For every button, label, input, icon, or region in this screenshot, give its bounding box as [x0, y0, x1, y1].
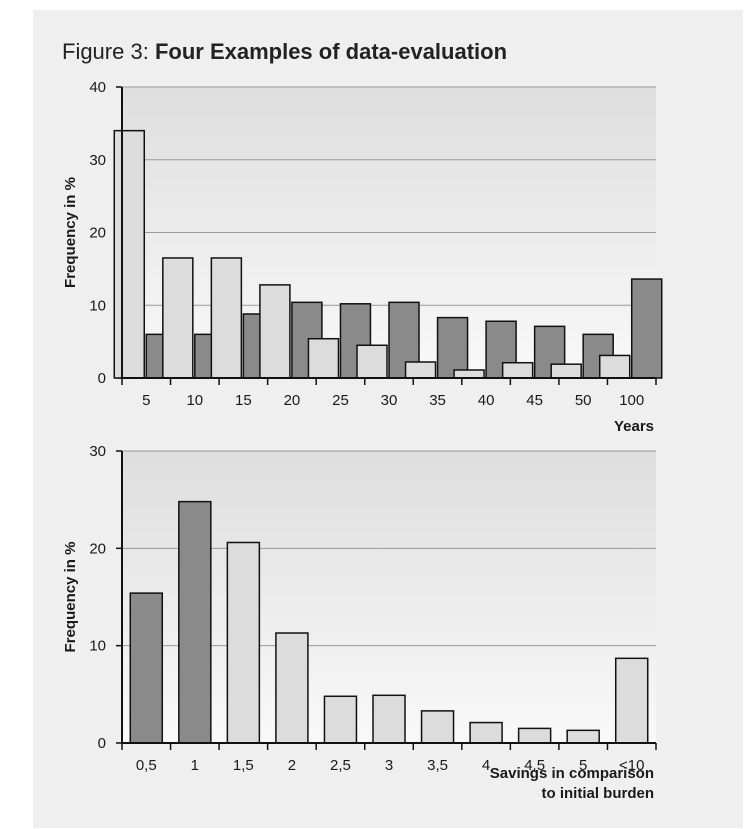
chart-1-x-tick-label: 10: [186, 392, 203, 409]
chart-1-x-tick-label: 40: [478, 392, 495, 409]
chart-1-x-tick-label: 20: [284, 392, 301, 409]
chart-2-x-tick-label: 5: [579, 757, 587, 774]
chart-2-bar-2: [275, 632, 309, 744]
chart-1-y-tick-label: 20: [89, 225, 106, 242]
chart-2-bar-3,5: [420, 710, 455, 744]
chart-2-y-axis-label: Frequency in %: [62, 542, 79, 653]
chart-1-bar-35-series-1: [404, 361, 437, 379]
chart-1-bar-15-series-1: [210, 257, 243, 379]
chart-2-bar-1: [178, 500, 212, 744]
chart-2-bar-3: [372, 694, 406, 744]
chart-2-x-tick-label: 0,5: [136, 757, 157, 774]
chart-1-bar-45-series-1: [501, 361, 534, 379]
chart-1-y-tick-label: 10: [89, 297, 106, 314]
chart-2-y-tick-label: 30: [89, 443, 106, 460]
chart-1-x-tick-label: 15: [235, 392, 252, 409]
chart-2-x-tick-label: 2,5: [330, 757, 351, 774]
chart-1-x-tick-label: 25: [332, 392, 349, 409]
chart-2-bar-4,5: [517, 727, 552, 744]
chart-1-x-tick-label: 35: [429, 392, 446, 409]
chart-1-y-tick-label: 40: [89, 79, 106, 96]
chart-2-bar-4: [469, 721, 503, 744]
chart-2-x-tick-label: 1,5: [233, 757, 254, 774]
chart-2-bar-1,5: [226, 541, 261, 744]
chart-2-x-tick-label: 4: [482, 757, 490, 774]
figure-title-text: Four Examples of data-evaluation: [154, 39, 508, 64]
chart-1-bar-5-series-1: [113, 129, 146, 379]
chart-1-bar-40-series-1: [453, 369, 485, 379]
chart-1-bar-100-series-2: [630, 278, 663, 379]
chart-2-bar-0,5: [129, 592, 164, 744]
chart-2-y-tick-label: 10: [89, 638, 106, 655]
chart-1-y-tick-label: 0: [98, 370, 106, 387]
chart-1-bar-20-series-1: [259, 284, 291, 379]
chart-2-x-tick-label: 3: [385, 757, 393, 774]
chart-2-y-tick-label: 20: [89, 540, 106, 557]
chart-1-x-tick-label: 30: [381, 392, 398, 409]
figure-title: Figure 3: Four Examples of data-evaluati…: [62, 39, 507, 65]
chart-1-bar-30-series-1: [356, 344, 388, 379]
chart-2-x-axis-label-line-1: Savings in comparison: [490, 765, 654, 782]
chart-1-bar-25-series-1: [307, 337, 340, 379]
chart-2-x-axis-label-line-2: to initial burden: [542, 785, 655, 802]
chart-1-bar-50-series-1: [550, 363, 582, 379]
chart-1-bar-35-series-2: [436, 316, 469, 379]
chart-2-bar-5: [566, 729, 600, 744]
chart-1-x-tick-label: 100: [619, 392, 644, 409]
chart-2-y-tick-label: 0: [98, 735, 106, 752]
chart-2-x-tick-label: <10: [619, 757, 644, 774]
chart-1-y-tick-label: 30: [89, 152, 106, 169]
chart-2-x-tick-label: 3,5: [427, 757, 448, 774]
chart-2-bar-2,5: [323, 695, 358, 744]
chart-1-x-tick-label: 50: [575, 392, 592, 409]
chart-1-x-tick-label: 45: [526, 392, 543, 409]
chart-1-x-tick-label: 5: [142, 392, 150, 409]
chart-2-x-tick-label: 2: [288, 757, 296, 774]
chart-2-bar-<10: [614, 657, 649, 744]
chart-1-bar-10-series-1: [162, 257, 194, 379]
chart-2-x-tick-label: 4,5: [524, 757, 545, 774]
chart-1-bar-100-series-1: [598, 354, 631, 379]
chart-2-x-tick-label: 1: [191, 757, 199, 774]
chart-1-y-axis-label: Frequency in %: [62, 177, 79, 288]
chart-1-x-axis-label: Years: [614, 418, 654, 435]
figure-label: Figure 3:: [62, 39, 149, 64]
